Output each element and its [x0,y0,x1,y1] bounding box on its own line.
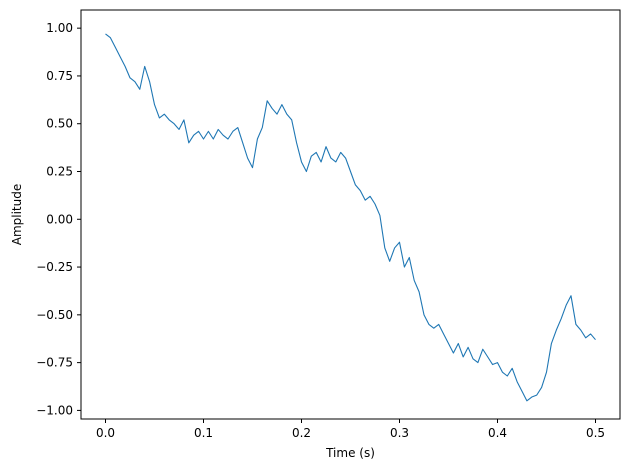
y-tick-label: 0.75 [46,69,73,83]
y-axis-ticks: −1.00 −0.75 −0.50 −0.25 0.00 0.25 0.50 0.75 1.00 [36,21,81,417]
x-tick-label: 0.5 [586,426,605,440]
plot-area [105,33,596,402]
y-tick-label: 0.25 [46,164,73,178]
y-tick-label: −0.75 [36,356,73,370]
y-tick-label: 1.00 [46,21,73,35]
x-tick-label: 0.2 [292,426,311,440]
plot-frame [80,9,621,420]
x-tick-label: 0.4 [488,426,507,440]
y-axis-label: Amplitude [10,184,24,246]
x-axis-label: Time (s) [325,446,375,460]
x-tick-label: 0.3 [390,426,409,440]
y-tick-label: 0.50 [46,117,73,131]
x-tick-label: 0.0 [96,426,115,440]
y-tick-label: −1.00 [36,403,73,417]
y-tick-label: −0.50 [36,308,73,322]
x-axis-ticks: 0.0 0.1 0.2 0.3 0.4 0.5 [96,419,605,440]
x-tick-label: 0.1 [194,426,213,440]
y-tick-label: −0.25 [36,260,73,274]
series-line-0 [105,33,596,402]
y-tick-label: 0.00 [46,212,73,226]
